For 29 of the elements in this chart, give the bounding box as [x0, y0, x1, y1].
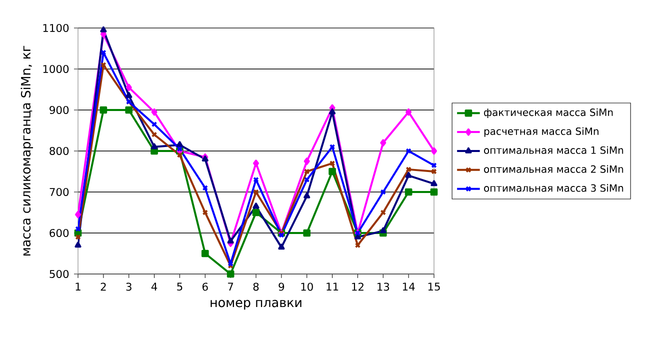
y-tick-label: 1100 [43, 24, 69, 32]
x-tick-label: 5 [177, 282, 182, 291]
x-tick-label: 11 [326, 282, 338, 290]
legend-label: расчетная масса SiMn [484, 127, 598, 137]
x-tick-label: 8 [253, 282, 259, 291]
x-tick-label: 6 [202, 282, 208, 291]
x-tick-label: 10 [301, 282, 313, 291]
x-tick-label: 7 [228, 282, 234, 290]
legend-label: оптимальная масса 1 SiMn [484, 146, 624, 154]
x-tick-label: 14 [402, 282, 415, 290]
x-tick-label: 1 [76, 282, 80, 290]
legend-label: оптимальная масса 2 SiMn [484, 165, 624, 173]
x-tick-label: 2 [100, 282, 106, 291]
legend-label: фактическая масса SiMn [484, 108, 613, 118]
y-tick-label: 1000 [43, 64, 69, 74]
legend-label: оптимальная масса 3 SiMn [484, 184, 624, 192]
x-tick-label: 4 [151, 282, 158, 290]
x-tick-label: 9 [278, 282, 284, 291]
y-tick-label: 800 [50, 146, 69, 156]
y-tick-label: 700 [50, 188, 69, 196]
x-tick-label: 13 [378, 282, 390, 291]
y-axis-title: масса силикомарганца SiMn, кг [20, 46, 33, 256]
x-axis-title: номер плавки [210, 300, 302, 310]
y-tick-label: 500 [50, 270, 69, 278]
x-tick-label: 12 [352, 282, 364, 291]
y-tick-label: 900 [50, 106, 69, 114]
y-tick-label: 600 [50, 228, 69, 238]
x-tick-label: 15 [428, 282, 440, 291]
x-tick-label: 3 [126, 282, 132, 291]
